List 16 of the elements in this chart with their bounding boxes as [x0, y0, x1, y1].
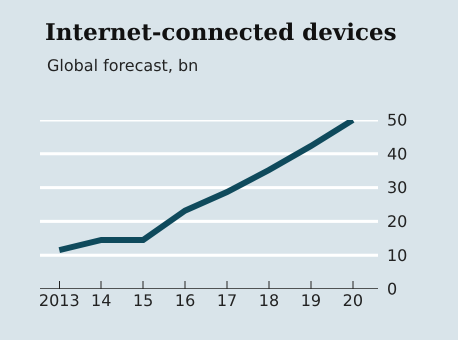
x-tick-label: 2013: [38, 291, 80, 310]
x-tick-label: 17: [216, 291, 238, 310]
y-tick-label: 30: [387, 178, 408, 198]
y-tick-label: 10: [387, 246, 408, 265]
chart-title: Internet-connected devices: [45, 19, 397, 46]
y-tick-label: 0: [387, 280, 398, 299]
chart-subtitle: Global forecast, bn: [47, 56, 198, 75]
y-tick-label: 40: [387, 144, 408, 164]
x-tick-label: 16: [174, 291, 196, 310]
x-tick-label: 19: [300, 291, 322, 310]
x-tick-label: 20: [342, 291, 364, 310]
y-tick-label: 20: [387, 212, 408, 231]
x-tick-label: 14: [91, 291, 112, 310]
y-tick-label: 50: [387, 110, 408, 130]
x-tick-label: 18: [258, 291, 280, 310]
x-tick-label: 15: [132, 291, 154, 310]
